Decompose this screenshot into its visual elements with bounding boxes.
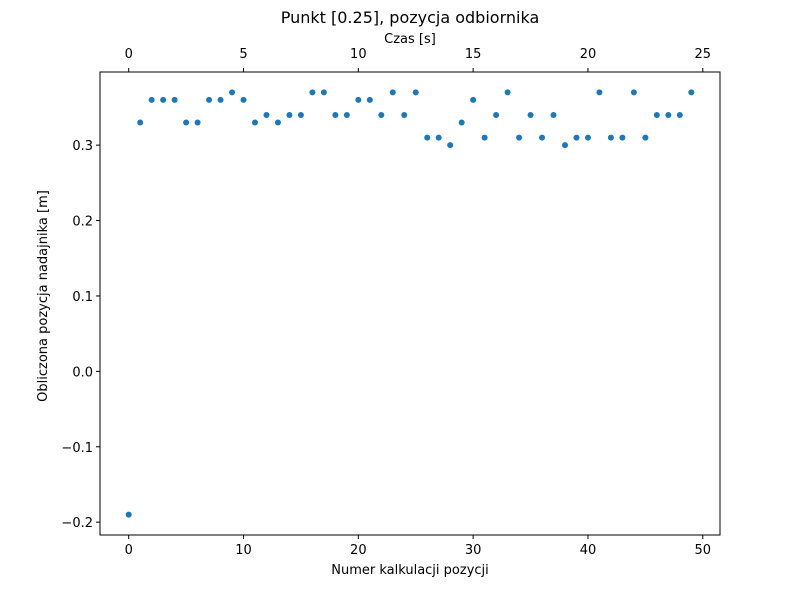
- data-point: [630, 89, 637, 96]
- data-point: [562, 142, 568, 149]
- data-point: [286, 111, 293, 118]
- x2-tick-label: 20: [580, 47, 597, 62]
- data-point: [297, 111, 304, 118]
- x-tick-label: 0: [125, 543, 133, 558]
- data-point: [573, 134, 580, 141]
- x2-tick-label: 15: [465, 47, 482, 62]
- x2-tick-label: 0: [125, 47, 133, 62]
- data-point: [274, 119, 281, 126]
- data-point: [481, 134, 488, 141]
- data-point: [550, 111, 557, 118]
- data-point: [378, 111, 385, 118]
- data-point: [240, 96, 247, 103]
- y-tick-label: 0.3: [72, 139, 93, 154]
- data-point: [194, 119, 201, 126]
- data-point: [401, 111, 408, 118]
- data-point: [676, 111, 683, 118]
- data-point: [206, 96, 213, 103]
- data-point: [619, 134, 626, 141]
- data-point: [229, 89, 236, 96]
- data-point: [355, 96, 362, 103]
- data-point: [435, 134, 442, 141]
- data-point: [263, 111, 270, 118]
- data-point: [527, 111, 534, 118]
- y-tick-label: 0.0: [72, 365, 93, 380]
- data-point: [125, 511, 132, 518]
- data-points-group: [125, 89, 695, 518]
- data-point: [653, 111, 660, 118]
- bottom-x-axis-label: Numer kalkulacji pozycji: [331, 563, 489, 578]
- data-point: [447, 142, 454, 149]
- data-point: [160, 96, 167, 103]
- plot-frame: [99, 71, 721, 536]
- data-point: [217, 96, 224, 103]
- data-point: [493, 111, 500, 118]
- axes-group: 0 10 20 30 40 50 0 5 10 15 20 25 −0.2 −0.1 0.0 0.1 0.2 0.…: [61, 47, 711, 558]
- data-point: [183, 119, 190, 126]
- data-point: [688, 89, 695, 96]
- data-point: [642, 134, 649, 141]
- x-tick-label: 20: [350, 543, 367, 558]
- data-point: [343, 111, 350, 118]
- y-axis-label: Obliczona pozycja nadajnika [m]: [36, 190, 51, 402]
- top-x-axis-label: Czas [s]: [384, 32, 436, 47]
- data-point: [332, 111, 339, 118]
- x-tick-label: 10: [235, 543, 252, 558]
- x-tick-label: 40: [580, 543, 597, 558]
- data-point: [171, 96, 178, 103]
- y-tick-label: 0.2: [72, 215, 93, 230]
- chart-title: Punkt [0.25], pozycja odbiornika: [281, 8, 540, 27]
- data-point: [389, 89, 396, 96]
- data-point: [137, 119, 144, 126]
- data-point: [470, 96, 477, 103]
- data-point: [516, 134, 523, 141]
- data-point: [596, 89, 603, 96]
- data-point: [148, 96, 155, 103]
- data-point: [504, 89, 511, 96]
- x2-tick-label: 5: [239, 47, 247, 62]
- data-point: [252, 119, 258, 126]
- x2-tick-label: 25: [695, 47, 712, 62]
- data-point: [458, 119, 465, 126]
- x2-tick-label: 10: [350, 47, 367, 62]
- x-tick-label: 30: [465, 543, 482, 558]
- data-point: [539, 134, 546, 141]
- data-point: [412, 89, 419, 96]
- data-point: [665, 111, 672, 118]
- data-point: [320, 89, 327, 96]
- data-point: [309, 89, 316, 96]
- y-tick-label: −0.2: [61, 516, 93, 531]
- x-tick-label: 50: [695, 543, 712, 558]
- data-point: [366, 96, 373, 103]
- data-point: [584, 134, 591, 141]
- y-tick-label: 0.1: [72, 290, 93, 305]
- data-point: [607, 134, 614, 141]
- data-point: [424, 134, 431, 141]
- y-tick-label: −0.1: [61, 441, 93, 456]
